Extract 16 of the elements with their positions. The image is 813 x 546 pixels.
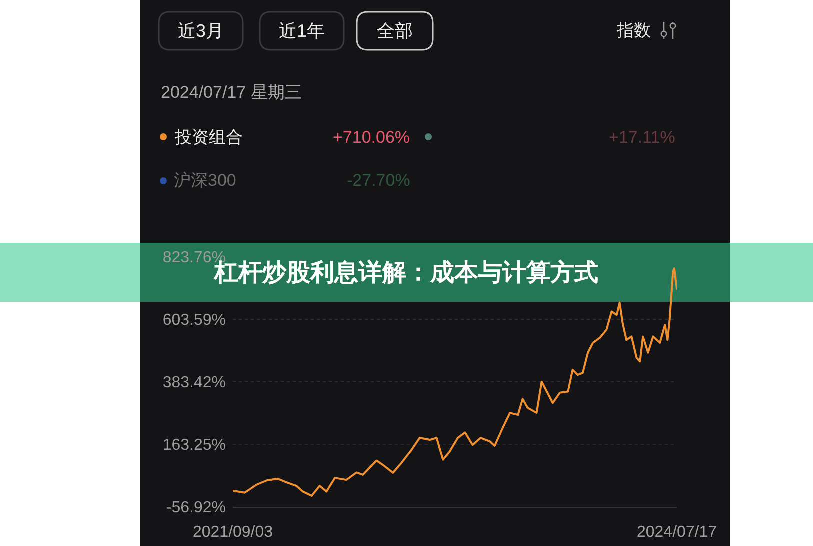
x-tick-label: 2021/09/03 [192,524,274,542]
legend-label: 投资组合 [174,128,243,147]
y-tick-label: -56.92% [166,500,226,517]
text: 近1年 [279,21,326,41]
text: 指数 [616,21,651,40]
text: 近3月 [178,21,224,41]
legend-label: 沪深300 [174,171,236,190]
text: +17.11% [609,128,676,147]
text: +710.06% [333,128,410,147]
text: -27.70% [347,171,410,190]
y-tick-label: 163.25% [162,437,226,454]
chart-subtitle: 2024/07/17 星期三 [161,83,302,102]
text: 全部 [377,21,413,41]
x-tick-label: 2024/07/17 [636,524,718,542]
y-tick-label: 383.42% [162,374,226,392]
y-tick-label: 603.59% [162,312,226,330]
